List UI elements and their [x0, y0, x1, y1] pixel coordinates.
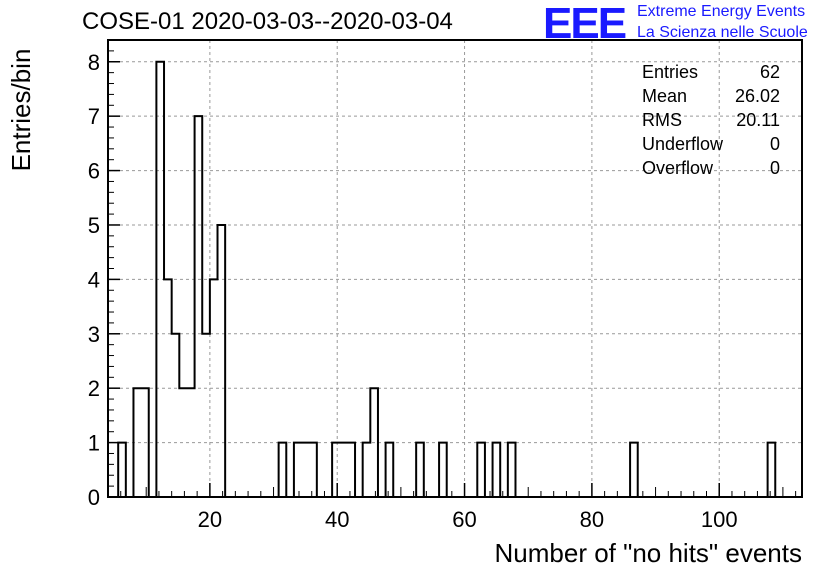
histogram-bin: [279, 443, 287, 497]
histogram-bin: [195, 116, 203, 497]
x-tick-label: 60: [452, 507, 476, 532]
histogram-bin: [172, 334, 180, 497]
histogram-bin: [477, 443, 485, 497]
y-tick-label: 5: [88, 213, 100, 238]
x-tick-label: 20: [198, 507, 222, 532]
y-tick-label: 8: [88, 50, 100, 75]
x-tick-label: 80: [580, 507, 604, 532]
histogram-bin: [508, 443, 516, 497]
histogram-bin: [118, 443, 126, 497]
eee-logo: EEE: [543, 0, 627, 48]
histogram-bin: [386, 443, 394, 497]
histogram-bin: [340, 443, 348, 497]
y-axis-label: Entries/bin: [6, 49, 36, 172]
histogram-bin: [768, 443, 776, 497]
x-tick-label: 40: [325, 507, 349, 532]
stats-value: 62: [759, 62, 780, 82]
chart-title: COSE-01 2020-03-03--2020-03-04: [82, 8, 453, 35]
histogram-bin: [493, 443, 501, 497]
stats-value: 0: [769, 158, 780, 178]
y-tick-label: 6: [88, 159, 100, 184]
histogram-bin: [347, 443, 355, 497]
histogram-bin: [294, 443, 302, 497]
stats-label: Overflow: [642, 158, 714, 178]
stats-label: RMS: [642, 110, 682, 130]
x-axis-label: Number of "no hits" events: [495, 538, 803, 568]
axis-ticks: [108, 50, 797, 498]
y-tick-label: 0: [88, 485, 100, 510]
tick-labels: 0 1 2 3 4 5 6 7 8 20 40 60 80 100: [88, 50, 738, 532]
y-tick-label: 4: [88, 267, 100, 292]
histogram-bin: [202, 334, 210, 497]
stats-label: Entries: [642, 62, 699, 82]
grid-lines: [108, 40, 802, 497]
stats-row-rms: RMS 20.11: [642, 108, 780, 132]
stats-value: 20.11: [736, 110, 780, 130]
stats-row-overflow: Overflow 0: [642, 156, 780, 180]
logo-text-line1: Extreme Energy Events: [637, 3, 806, 20]
histogram-bin: [630, 443, 638, 497]
histogram-bin: [309, 443, 317, 497]
stats-row-underflow: Underflow 0: [642, 132, 780, 156]
stats-label: Mean: [642, 86, 688, 106]
histogram-bin: [332, 443, 340, 497]
y-tick-label: 7: [88, 104, 100, 129]
stats-label: Underflow: [642, 134, 724, 154]
y-tick-label: 2: [88, 376, 100, 401]
y-tick-label: 3: [88, 322, 100, 347]
histogram-bin: [302, 443, 310, 497]
stats-box: Entries 62 Mean 26.02 RMS 20.11 Underflo…: [642, 60, 780, 180]
logo-text-line2: La Scienza nelle Scuole: [637, 24, 808, 41]
stats-value: 0: [769, 134, 780, 154]
stats-value: 26.02: [734, 86, 780, 106]
y-tick-label: 1: [88, 431, 100, 456]
histogram-bin: [218, 225, 226, 497]
stats-row-entries: Entries 62: [642, 60, 780, 84]
stats-row-mean: Mean 26.02: [642, 84, 780, 108]
histogram-bin: [363, 443, 371, 497]
histogram-bin: [416, 443, 424, 497]
histogram-bin: [439, 443, 447, 497]
x-tick-label: 100: [701, 507, 738, 532]
